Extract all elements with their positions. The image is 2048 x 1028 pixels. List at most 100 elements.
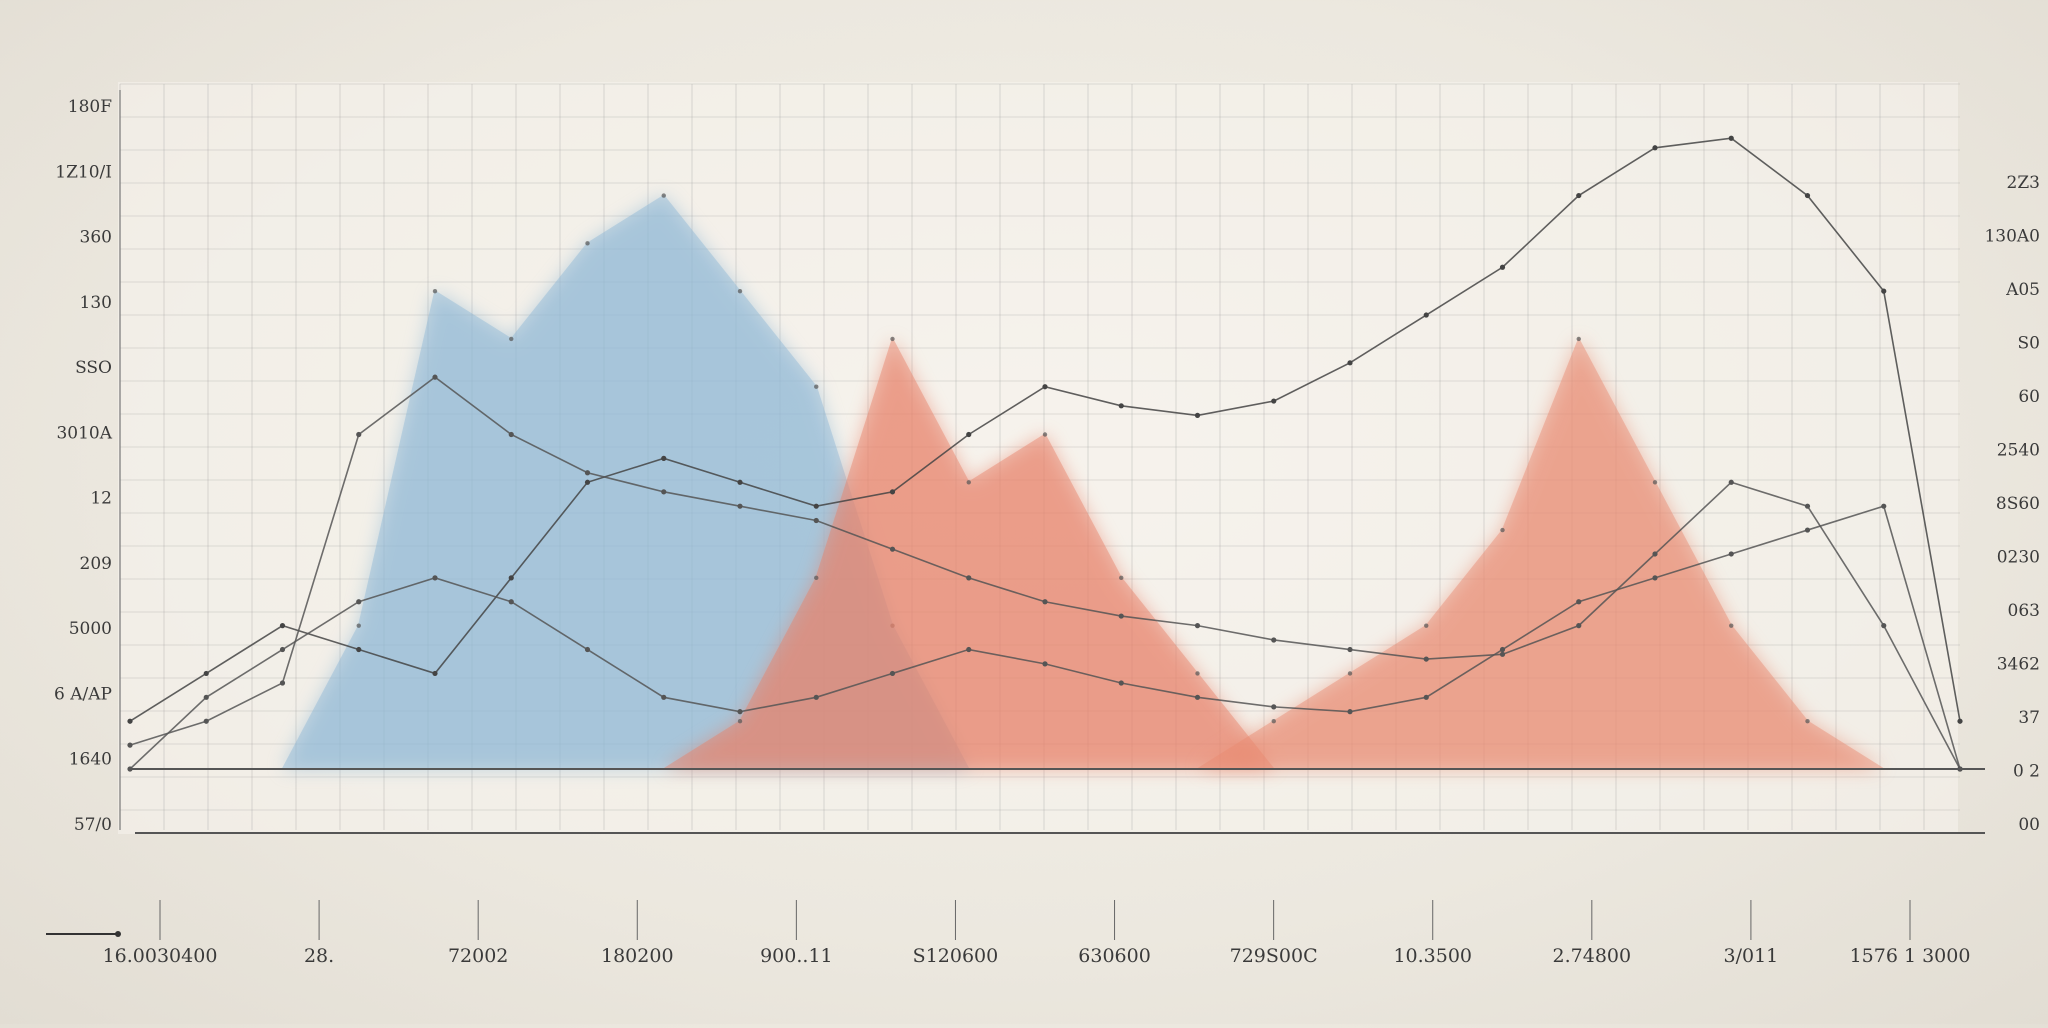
x-tick-label: S120600: [913, 945, 999, 967]
y-tick-label-right: 0 2: [2013, 762, 2040, 782]
line-point: [1194, 623, 1201, 629]
y-axis-right-ticks: 2Z3 130A0 A05 S0 60 2540 8S60 0230 063 3462 37 0 2 0…: [1984, 173, 2040, 835]
line-point: [966, 575, 972, 581]
area-point: [1424, 623, 1429, 628]
x-tick-label: 72002: [448, 945, 508, 967]
x-tick-label: 16.0030400: [103, 945, 218, 967]
line-point: [1042, 384, 1048, 390]
line-point: [432, 670, 438, 677]
line-point: [1271, 704, 1277, 710]
y-tick-label-left: 57/0: [74, 815, 112, 835]
line-point: [1576, 623, 1582, 629]
line-point: [1271, 398, 1277, 404]
line-point: [203, 718, 209, 724]
line-point: [1728, 135, 1734, 141]
line-point: [813, 503, 819, 509]
y-tick-label-right: 3462: [1997, 655, 2040, 675]
y-tick-label-left: 5000: [69, 619, 112, 639]
line-point: [1423, 694, 1429, 700]
area-series-3-glow: [130, 338, 1960, 769]
area-point: [356, 623, 361, 628]
area-point: [814, 384, 819, 389]
line-point: [889, 546, 896, 552]
line-point: [1652, 575, 1658, 581]
line-point: [508, 431, 514, 438]
y-tick-label-right: 2540: [1997, 441, 2040, 461]
line-point: [1499, 264, 1506, 270]
line-point: [203, 694, 209, 700]
area-point: [585, 241, 590, 246]
line-point: [584, 470, 591, 476]
y-tick-label-left: SSO: [75, 358, 112, 378]
line-point: [356, 599, 362, 605]
line-point: [432, 374, 438, 380]
x-tick-label: 729S00C: [1230, 945, 1318, 967]
line-point: [203, 670, 209, 677]
y-tick-label-left: 12: [90, 489, 112, 509]
line-point: [813, 517, 819, 524]
line-point: [508, 575, 514, 581]
line-point: [1881, 503, 1887, 509]
y-tick-label-left: 209: [80, 554, 112, 574]
line-point: [1194, 694, 1201, 700]
y-tick-label-right: 37: [2018, 708, 2040, 728]
line-point: [1118, 403, 1124, 409]
arrow-icon: [115, 931, 121, 937]
line-point: [1042, 599, 1048, 605]
line-point: [1347, 646, 1353, 653]
area-point: [1652, 480, 1658, 485]
area-point: [1347, 671, 1353, 676]
line-series: [127, 135, 1963, 772]
line-point: [1347, 360, 1353, 366]
area-series-1-glow: [130, 195, 1960, 770]
line-point: [1728, 551, 1734, 557]
y-tick-label-right: 8S60: [1996, 494, 2040, 514]
line-point: [356, 646, 362, 653]
line-point: [508, 599, 514, 605]
y-tick-label-right: 00: [2018, 815, 2040, 835]
line-point: [966, 431, 972, 438]
line-point: [661, 455, 667, 461]
area-point: [1805, 719, 1810, 724]
line-point: [1728, 479, 1734, 485]
line-point: [279, 680, 286, 686]
line-point: [584, 479, 591, 485]
line-point: [279, 623, 286, 629]
line-point: [661, 694, 667, 700]
area-point: [1576, 336, 1581, 342]
line-point: [737, 709, 743, 715]
area-point: [1271, 719, 1276, 724]
line-point: [737, 503, 743, 509]
line-point: [1194, 412, 1201, 418]
y-tick-label-right: 2Z3: [2007, 173, 2040, 193]
line-point: [1347, 709, 1353, 715]
y-tick-label-right: A05: [2005, 280, 2040, 300]
line-point: [661, 489, 667, 495]
area-point: [1119, 575, 1124, 581]
y-tick-label-left: 1Z10/I: [55, 162, 112, 182]
area-point: [1500, 527, 1505, 533]
y-axis-left-ticks: 180F 1Z10/I 360 130 SSO 3010A 12 209 5000 6 A/AP 1…: [54, 97, 113, 835]
y-tick-label-left: 360: [80, 228, 112, 248]
y-tick-label-right: 130A0: [1984, 227, 2040, 247]
x-tick-label: 3/011: [1724, 945, 1779, 967]
area-point: [1195, 671, 1200, 676]
line-point: [279, 646, 286, 653]
line-point: [1652, 551, 1658, 557]
area-point: [1042, 432, 1048, 437]
line-point: [1804, 192, 1811, 199]
x-axis-ticks: 16.0030400 28. 72002 180200 900..11 S120600 63…: [103, 900, 1970, 967]
area-point: [966, 480, 971, 485]
line-point: [584, 646, 591, 653]
y-tick-label-right: 063: [2008, 601, 2040, 621]
line-point: [737, 479, 743, 485]
line-point: [1118, 680, 1124, 686]
area-point: [737, 719, 743, 724]
line-point: [1499, 651, 1506, 657]
line-point: [1576, 192, 1582, 199]
y-tick-label-left: 3010A: [56, 423, 112, 443]
line-point: [1423, 656, 1429, 662]
area-series-2-glow: [130, 338, 1960, 769]
